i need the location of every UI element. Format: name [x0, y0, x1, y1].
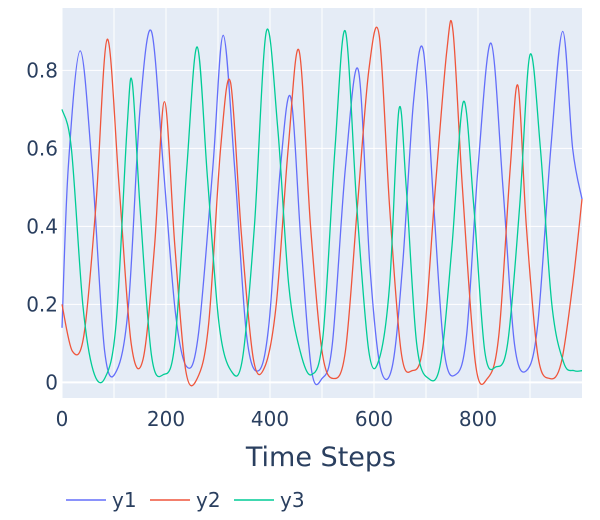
y-tick-label: 0.8 [26, 58, 58, 82]
x-tick-label: 0 [56, 407, 69, 431]
series-line-y2 [61, 19, 583, 387]
legend-label-y1: y1 [112, 488, 137, 512]
legend: y1 y2 y3 [66, 488, 305, 512]
legend-label-y2: y2 [196, 488, 221, 512]
y-tick-label: 0.6 [26, 136, 58, 160]
y-tick-label: 0 [45, 370, 58, 394]
x-tick-label: 200 [147, 407, 185, 431]
x-axis-title: Time Steps [245, 442, 396, 473]
y-tick-labels: 0 0.2 0.4 0.6 0.8 [26, 58, 58, 394]
y-tick-label: 0.2 [26, 292, 58, 316]
series-line-y1 [61, 29, 583, 386]
legend-label-y3: y3 [280, 488, 305, 512]
series-lines [61, 19, 583, 387]
x-tick-label: 600 [355, 407, 393, 431]
y-tick-label: 0.4 [26, 214, 58, 238]
x-tick-labels: 0 200 400 600 800 [56, 407, 497, 431]
series-line-y3 [61, 28, 583, 384]
x-tick-label: 800 [459, 407, 497, 431]
x-tick-label: 400 [251, 407, 289, 431]
